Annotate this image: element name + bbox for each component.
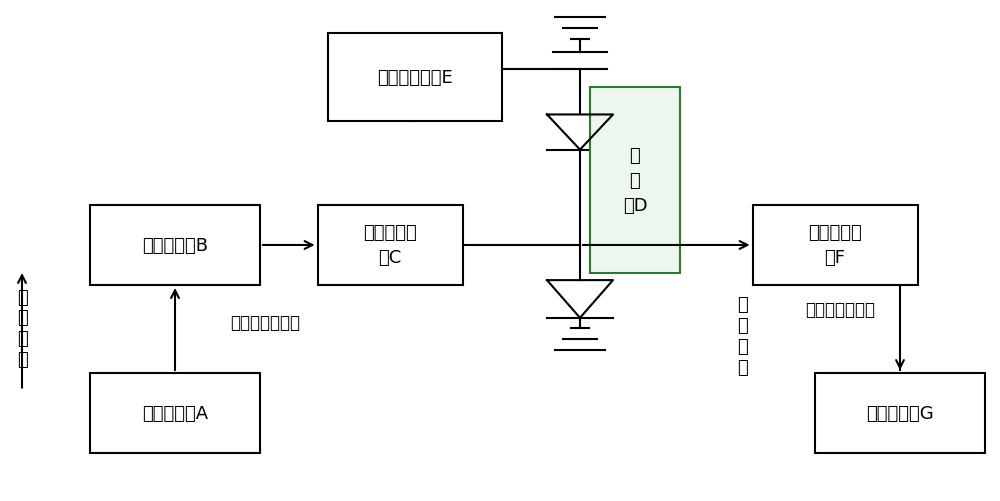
Bar (90, 205, 260, 286)
Text: 二
极
管D: 二 极 管D (623, 146, 647, 214)
Text: 阻抗匹配电
路F: 阻抗匹配电 路F (808, 224, 862, 267)
Text: 输出信号端G: 输出信号端G (866, 404, 934, 422)
Bar (318, 205, 462, 286)
Text: 输入信号端A: 输入信号端A (142, 404, 208, 422)
Text: 低通滤波器B: 低通滤波器B (142, 236, 208, 255)
Bar (90, 373, 260, 453)
Bar (753, 205, 918, 286)
Text: 直流偏置电路E: 直流偏置电路E (377, 69, 453, 87)
Text: 阻抗匹配电
路C: 阻抗匹配电 路C (363, 224, 417, 267)
Text: 第一类微带探针: 第一类微带探针 (230, 313, 300, 331)
Bar (590, 88, 680, 273)
Text: 输
出
信
号: 输 出 信 号 (737, 296, 747, 376)
Text: 输
入
信
号: 输 入 信 号 (17, 288, 27, 368)
Text: 第二类微带探针: 第二类微带探针 (805, 301, 875, 318)
Bar (815, 373, 985, 453)
Bar (328, 34, 502, 121)
